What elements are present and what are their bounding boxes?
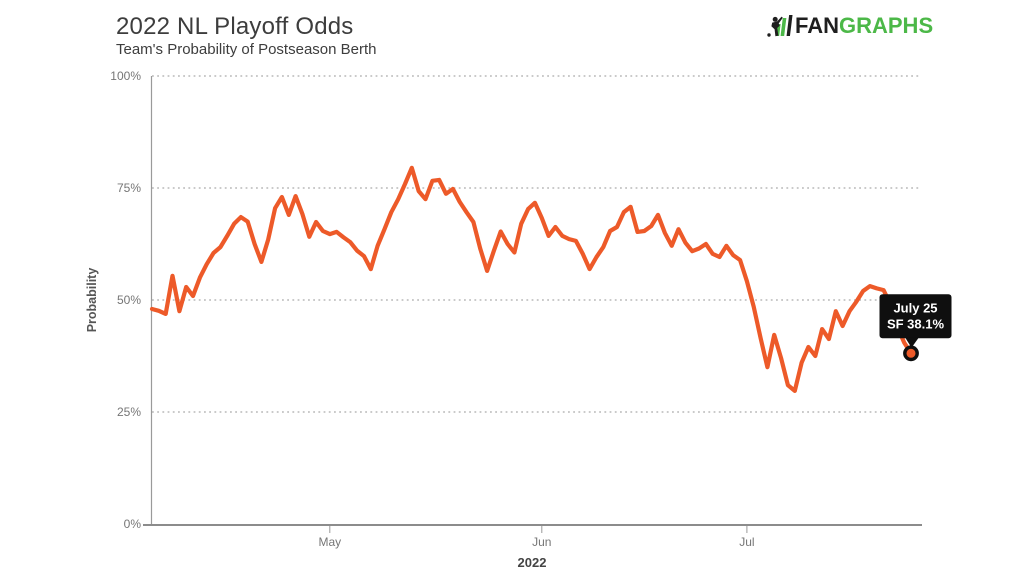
svg-text:May: May (318, 535, 341, 549)
tooltip-date: July 25 (893, 300, 937, 315)
current-point-marker[interactable] (903, 345, 919, 362)
svg-text:Jun: Jun (532, 535, 551, 549)
logo-text-graphs: GRAPHS (839, 12, 934, 38)
page-title: 2022 NL Playoff Odds (116, 13, 354, 40)
y-axis-title: Probability (85, 268, 99, 333)
sf-odds-line[interactable] (149, 165, 914, 393)
svg-text:25%: 25% (117, 405, 141, 419)
svg-text:75%: 75% (117, 181, 141, 195)
y-axis-tick-labels: 0% 25% 50% 75% 100% (110, 69, 141, 531)
svg-text:0%: 0% (124, 517, 142, 531)
fangraphs-logo[interactable]: FAN GRAPHS (766, 12, 933, 39)
fangraphs-batter-icon (767, 15, 793, 37)
svg-text:50%: 50% (117, 293, 141, 307)
x-axis-title: 2022 (518, 555, 547, 570)
tooltip-pointer (905, 337, 919, 348)
logo-text-fan: FAN (795, 12, 839, 38)
tooltip: July 25 SF 38.1% (879, 294, 952, 348)
x-axis-ticks: May Jun Jul (318, 526, 755, 549)
tooltip-value: SF 38.1% (887, 316, 945, 331)
svg-text:Jul: Jul (739, 535, 754, 549)
page-subtitle: Team's Probability of Postseason Berth (116, 41, 377, 58)
svg-text:100%: 100% (110, 69, 141, 83)
tooltip-box (879, 294, 952, 339)
